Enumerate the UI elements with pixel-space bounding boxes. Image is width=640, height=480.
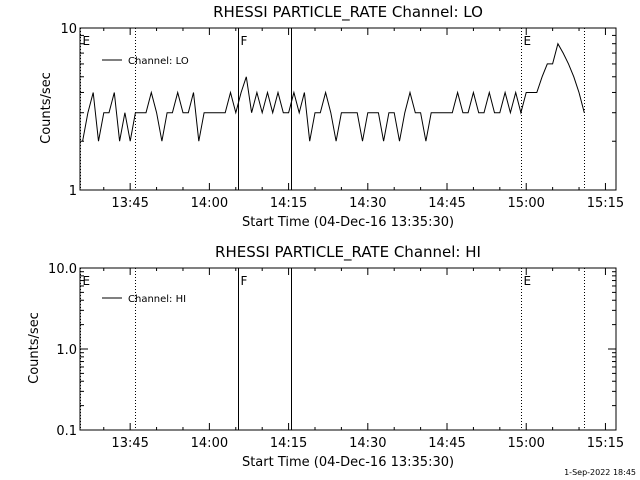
lo-y-tick-label: 1	[69, 184, 77, 199]
lo-y-tick-label: 10	[60, 22, 77, 37]
lo-x-tick-label: 14:45	[428, 196, 465, 211]
hi-y-axis-label: Counts/sec	[27, 312, 42, 384]
lo-legend-label: Channel: LO	[128, 56, 189, 67]
hi-y-tick-label: 0.1	[56, 424, 77, 439]
lo-x-tick-label: 15:00	[507, 196, 544, 211]
hi-x-tick-label: 14:30	[349, 436, 386, 451]
lo-plot-marks: 13:45 14:00 14:15 14:30 14:45 15:00 15:15 1 10 E F…	[60, 22, 624, 211]
hi-y-tick-label: 1.0	[56, 343, 77, 358]
hi-x-tick-label: 14:45	[428, 436, 465, 451]
hi-x-tick-label: 15:00	[507, 436, 544, 451]
hi-x-tick-label: 13:45	[111, 436, 148, 451]
lo-x-tick-label: 14:15	[270, 196, 307, 211]
hi-plot-marks: 13:45 14:00 14:15 14:30 14:45 15:00 15:15 0.1 1.…	[48, 262, 624, 451]
hi-x-tick-label: 14:00	[191, 436, 228, 451]
lo-panel-title: RHESSI PARTICLE_RATE Channel: LO	[213, 3, 483, 22]
hi-event-marker-label: E	[524, 274, 532, 288]
hi-x-tick-label: 14:15	[270, 436, 307, 451]
footer-timestamp: 1-Sep-2022 18:45	[564, 468, 636, 477]
lo-event-marker-label: F	[241, 34, 248, 48]
hi-x-tick-label: 15:15	[587, 436, 624, 451]
lo-event-marker-label: E	[83, 34, 91, 48]
hi-panel-title: RHESSI PARTICLE_RATE Channel: HI	[215, 243, 481, 262]
hi-event-marker-label: F	[241, 274, 248, 288]
lo-y-axis-label: Counts/sec	[39, 72, 54, 144]
hi-channel-panel: RHESSI PARTICLE_RATE Channel: HI Start T…	[27, 243, 624, 470]
hi-event-marker-label: E	[83, 274, 91, 288]
lo-event-marker-label: E	[524, 34, 532, 48]
lo-x-tick-label: 14:00	[191, 196, 228, 211]
lo-x-tick-label: 15:15	[587, 196, 624, 211]
lo-x-tick-label: 13:45	[111, 196, 148, 211]
lo-x-tick-label: 14:30	[349, 196, 386, 211]
lo-series-line	[82, 42, 585, 142]
hi-legend-label: Channel: HI	[128, 294, 186, 305]
lo-x-axis-label: Start Time (04-Dec-16 13:35:30)	[242, 215, 454, 230]
hi-y-tick-label: 10.0	[48, 262, 77, 277]
hi-x-axis-label: Start Time (04-Dec-16 13:35:30)	[242, 455, 454, 470]
lo-channel-panel: RHESSI PARTICLE_RATE Channel: LO Start T…	[39, 3, 624, 230]
